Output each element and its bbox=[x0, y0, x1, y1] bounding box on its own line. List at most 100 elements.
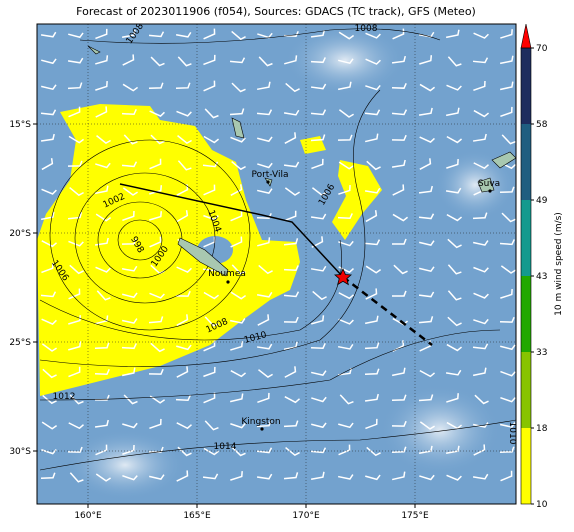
wind-barb bbox=[499, 81, 514, 91]
wind-barb bbox=[203, 366, 216, 378]
wind-barb bbox=[69, 394, 84, 405]
wind-barb bbox=[121, 318, 138, 324]
wind-barb bbox=[67, 57, 84, 64]
wind-barb bbox=[175, 82, 191, 89]
wind-barb bbox=[364, 368, 380, 376]
wind-barb bbox=[41, 158, 54, 171]
colorbar-segment bbox=[521, 48, 531, 124]
wind-barb bbox=[310, 83, 327, 90]
wind-barb bbox=[230, 210, 243, 222]
wind-barb bbox=[447, 238, 462, 249]
colorbar-tick-label: 70 bbox=[536, 44, 548, 54]
place-label: Noumea bbox=[208, 269, 246, 279]
calm-area bbox=[380, 385, 500, 475]
wind-barb bbox=[419, 474, 435, 481]
wind-barb bbox=[230, 341, 243, 351]
place-dot bbox=[260, 427, 264, 431]
wind-barb bbox=[283, 109, 300, 116]
calm-area bbox=[435, 150, 515, 220]
wind-barb bbox=[472, 367, 487, 377]
wind-barb bbox=[473, 80, 486, 92]
wind-barb bbox=[94, 368, 110, 375]
wind-barb bbox=[176, 422, 192, 430]
place-dot bbox=[226, 280, 230, 284]
wind-barb bbox=[472, 133, 487, 142]
wind-barb bbox=[257, 162, 273, 169]
colorbar-segment bbox=[521, 276, 531, 352]
wind-barb bbox=[121, 238, 137, 245]
wind-barb bbox=[257, 392, 270, 404]
wind-barb bbox=[418, 213, 435, 220]
wind-barb bbox=[337, 367, 352, 376]
wind-barb bbox=[149, 474, 165, 480]
wind-barb bbox=[230, 236, 243, 248]
wind-barb bbox=[230, 136, 246, 143]
wind-barb bbox=[149, 211, 162, 221]
wind-barb bbox=[203, 447, 220, 456]
wind-barb bbox=[204, 316, 219, 327]
wind-barb bbox=[500, 265, 516, 274]
wind-barb bbox=[311, 315, 325, 325]
wind-barb bbox=[68, 106, 81, 118]
wind-barb bbox=[391, 394, 407, 401]
wind-barb bbox=[41, 240, 58, 248]
wind-barb bbox=[122, 422, 138, 429]
wind-barb bbox=[310, 342, 326, 349]
wind-barb bbox=[122, 474, 138, 481]
wind-barb bbox=[338, 318, 354, 325]
wind-barb bbox=[41, 343, 57, 352]
wind-barb bbox=[391, 290, 407, 297]
wind-zone bbox=[37, 104, 300, 396]
wind-barb bbox=[42, 368, 57, 379]
wind-barb bbox=[365, 32, 381, 39]
lon-label: 175°E bbox=[401, 511, 429, 521]
wind-barb bbox=[500, 289, 513, 299]
wind-barb bbox=[68, 32, 84, 39]
wind-barb bbox=[149, 158, 162, 170]
wind-barb bbox=[419, 83, 436, 92]
wind-barb bbox=[337, 213, 353, 220]
wind-barb bbox=[256, 447, 273, 454]
wind-barb bbox=[175, 290, 191, 297]
wind-barb bbox=[392, 471, 406, 481]
wind-barb bbox=[229, 57, 246, 64]
wind-barb bbox=[418, 394, 434, 402]
wind-barb bbox=[473, 292, 489, 299]
wind-barb bbox=[418, 185, 434, 194]
wind-barb bbox=[419, 136, 435, 143]
wind-barb bbox=[473, 444, 486, 456]
wind-barb bbox=[230, 184, 243, 196]
wind-barb bbox=[365, 265, 382, 274]
wind-barb bbox=[311, 370, 327, 376]
wind-barb bbox=[149, 418, 162, 430]
calm-area bbox=[285, 25, 405, 95]
wind-barb bbox=[447, 316, 462, 327]
wind-barb bbox=[95, 444, 108, 456]
wind-barb bbox=[203, 214, 219, 221]
wind-barb bbox=[500, 470, 513, 482]
wind-barb bbox=[391, 238, 407, 245]
wind-barb bbox=[499, 186, 515, 193]
wind-barb bbox=[391, 109, 408, 116]
wind-barb bbox=[391, 420, 407, 427]
wind-barb bbox=[310, 213, 327, 220]
wind-barb bbox=[122, 210, 135, 221]
place-dot bbox=[266, 180, 270, 184]
wind-barb bbox=[311, 422, 327, 429]
wind-barb bbox=[69, 472, 84, 483]
wind-barb bbox=[284, 210, 297, 222]
wind-barb bbox=[310, 471, 325, 481]
wind-barb bbox=[96, 135, 111, 145]
wind-barb bbox=[499, 239, 515, 246]
wind-barb bbox=[337, 343, 354, 350]
wind-barb bbox=[283, 291, 300, 298]
wind-barb bbox=[338, 31, 355, 40]
wind-barb bbox=[391, 134, 407, 141]
colorbar: 10 18 33 43 49 58 70 bbox=[520, 23, 548, 510]
wind-barb bbox=[364, 239, 381, 246]
lat-label: 30°S bbox=[9, 447, 31, 457]
wind-barb bbox=[231, 446, 246, 457]
wind-barb bbox=[311, 187, 327, 196]
colorbar-tick-label: 43 bbox=[536, 272, 547, 282]
wind-barb bbox=[500, 396, 516, 403]
